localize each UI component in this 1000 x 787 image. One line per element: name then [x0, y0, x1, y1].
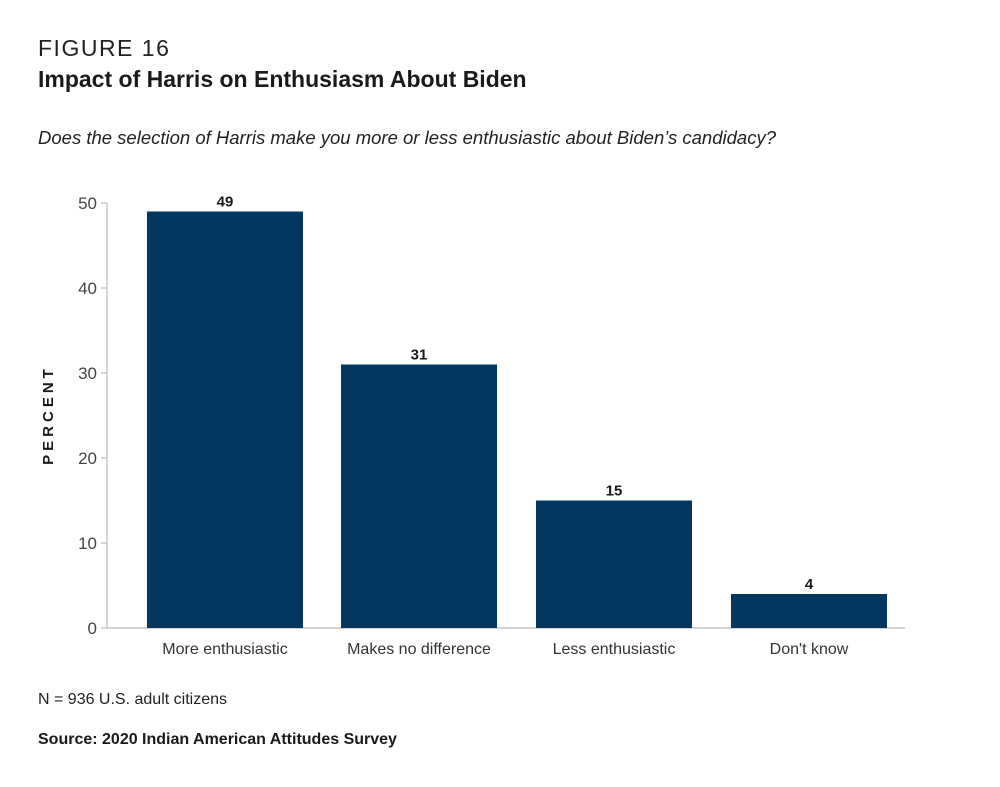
- figure-label: FIGURE 16: [38, 35, 171, 61]
- source-note: Source: 2020 Indian American Attitudes S…: [38, 731, 397, 748]
- sample-note: N = 936 U.S. adult citizens: [38, 691, 227, 708]
- y-tick-label: 50: [78, 194, 97, 213]
- data-label: 15: [606, 483, 623, 500]
- chart-subtitle: Does the selection of Harris make you mo…: [38, 127, 776, 148]
- y-tick-label: 10: [78, 534, 97, 553]
- y-axis-label: PERCENT: [40, 365, 57, 465]
- y-tick-label: 20: [78, 449, 97, 468]
- x-tick-label: Don't know: [770, 641, 849, 658]
- bar: [147, 211, 303, 628]
- bar: [731, 594, 887, 628]
- data-label: 49: [217, 194, 234, 211]
- chart-title: Impact of Harris on Enthusiasm About Bid…: [38, 66, 527, 92]
- x-tick-label: Makes no difference: [347, 641, 491, 658]
- y-tick-label: 0: [88, 619, 97, 638]
- y-tick-label: 40: [78, 279, 97, 298]
- x-tick-label: More enthusiastic: [162, 641, 287, 658]
- data-label: 4: [805, 576, 814, 593]
- x-tick-label: Less enthusiastic: [553, 641, 676, 658]
- bar: [341, 364, 497, 628]
- data-label: 31: [411, 347, 428, 364]
- y-tick-label: 30: [78, 364, 97, 383]
- bar: [536, 500, 692, 628]
